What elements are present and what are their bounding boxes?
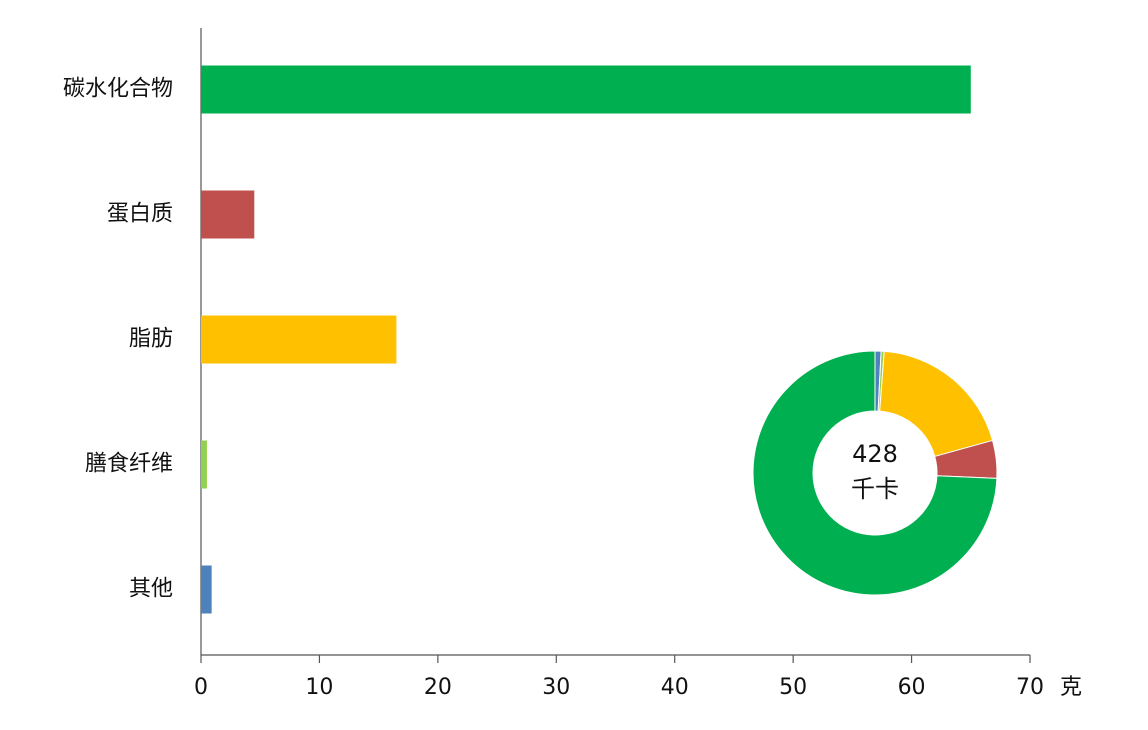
center-unit: 千卡 (851, 475, 899, 503)
x-tick-label: 60 (898, 675, 926, 700)
x-tick-label: 70 (1016, 675, 1044, 700)
y-tick-label: 蛋白质 (107, 202, 173, 227)
x-tick-label: 20 (424, 675, 452, 700)
y-tick-label: 膳食纤维 (85, 452, 173, 477)
x-tick-label: 0 (194, 675, 208, 700)
bar (201, 190, 255, 239)
x-tick-label: 30 (542, 675, 570, 700)
center-value: 428 (852, 440, 898, 468)
x-axis-label: 克 (1060, 675, 1082, 700)
donut-slice (879, 350, 994, 458)
x-tick-label: 50 (779, 675, 807, 700)
bar (201, 440, 207, 489)
y-tick-label: 碳水化合物 (63, 77, 173, 102)
bar (201, 565, 212, 614)
donut-slice (752, 350, 998, 596)
x-tick-label: 10 (305, 675, 333, 700)
bar (201, 65, 971, 114)
y-tick-label: 其他 (129, 577, 173, 602)
y-tick-label: 脂肪 (129, 327, 173, 352)
x-tick-label: 40 (661, 675, 689, 700)
bar (201, 315, 397, 364)
